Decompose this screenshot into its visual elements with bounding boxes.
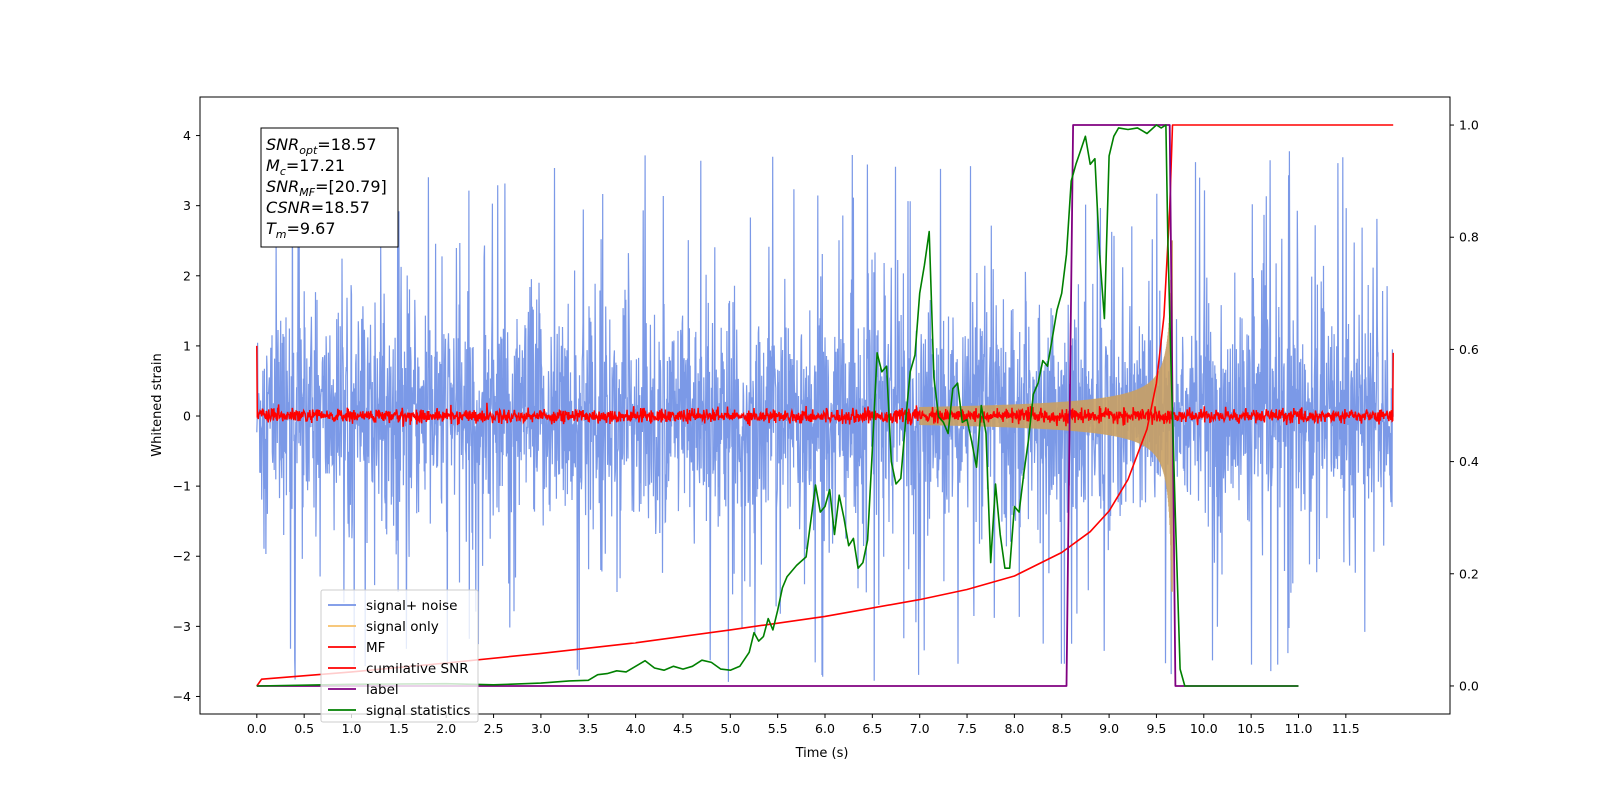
stats-box: SNRopt=18.57Mc=17.21SNRMF=[20.79]CSNR=18… xyxy=(260,127,399,248)
legend-label: signal statistics xyxy=(366,703,470,719)
x-tick-label: 2.0 xyxy=(436,721,456,736)
stats-line: CSNR=18.57 xyxy=(266,198,370,217)
x-tick-label: 6.5 xyxy=(862,721,882,736)
x-tick-label: 2.5 xyxy=(484,721,504,736)
x-tick-label: 8.5 xyxy=(1052,721,1072,736)
x-tick-label: 11.0 xyxy=(1285,721,1313,736)
x-tick-label: 7.0 xyxy=(910,721,930,736)
stats-line: Tm=9.67 xyxy=(266,219,336,241)
x-tick-label: 0.5 xyxy=(294,721,314,736)
series-signal-statistics xyxy=(256,124,1299,687)
y-tick-label: −1 xyxy=(173,479,191,494)
x-tick-label: 9.5 xyxy=(1146,721,1166,736)
legend-frame xyxy=(320,589,479,723)
y-tick-label: 3 xyxy=(183,198,191,213)
stats-line: SNRopt=18.57 xyxy=(266,135,377,157)
x-tick-label: 3.5 xyxy=(578,721,598,736)
y2-tick-label: 0.0 xyxy=(1459,678,1479,693)
x-tick-label: 0.0 xyxy=(247,721,267,736)
legend-label: signal+ noise xyxy=(366,598,457,614)
x-tick-label: 10.0 xyxy=(1190,721,1218,736)
y-tick-label: −4 xyxy=(173,689,191,704)
x-tick-label: 5.5 xyxy=(768,721,788,736)
x-tick-label: 7.5 xyxy=(957,721,977,736)
y2-tick-label: 0.6 xyxy=(1459,342,1479,357)
y2-tick-label: 0.2 xyxy=(1459,566,1479,581)
x-tick-label: 6.0 xyxy=(815,721,835,736)
y2-tick-label: 1.0 xyxy=(1459,118,1479,133)
x-axis: 0.0 0.5 1.0 1.5 2.0 2.5 3.0 3.5 4.0 4.5 5.0 5.5 6.0 6… xyxy=(247,714,1360,736)
x-tick-label: 8.0 xyxy=(1004,721,1024,736)
y-tick-label: 4 xyxy=(183,128,191,143)
x-tick-label: 4.5 xyxy=(673,721,693,736)
x-tick-label: 9.0 xyxy=(1099,721,1119,736)
x-tick-label: 3.0 xyxy=(531,721,551,736)
y-axis-label: Whitened strain xyxy=(150,353,165,456)
legend-label: cumilative SNR xyxy=(366,661,469,677)
stats-line: SNRMF=[20.79] xyxy=(266,177,387,199)
legend: signal+ noise signal only MF cumilative SNR… xyxy=(320,589,479,723)
y-tick-label: −3 xyxy=(173,619,191,634)
stats-line: Mc=17.21 xyxy=(266,156,345,178)
x-tick-label: 4.0 xyxy=(626,721,646,736)
y-tick-label: −2 xyxy=(173,549,191,564)
y2-tick-label: 0.8 xyxy=(1459,230,1479,245)
x-axis-label: Time (s) xyxy=(795,746,849,761)
legend-label: label xyxy=(366,682,399,698)
x-tick-label: 10.5 xyxy=(1237,721,1265,736)
y-tick-label: 2 xyxy=(183,268,191,283)
y-axis-right: 0.0 0.2 0.4 0.6 0.8 1.0 xyxy=(1450,118,1479,693)
y-tick-label: 0 xyxy=(183,409,191,424)
x-tick-label: 11.5 xyxy=(1332,721,1360,736)
legend-label: signal only xyxy=(366,619,439,635)
y2-tick-label: 0.4 xyxy=(1459,454,1479,469)
x-tick-label: 1.5 xyxy=(389,721,409,736)
series-mf xyxy=(256,345,1394,427)
legend-label: MF xyxy=(366,640,385,656)
x-tick-label: 1.0 xyxy=(342,721,362,736)
y-tick-label: 1 xyxy=(183,338,191,353)
x-tick-label: 5.0 xyxy=(720,721,740,736)
stats-box-frame xyxy=(260,127,399,248)
y-axis-left: −4 −3 −2 −1 0 1 2 3 4 xyxy=(173,128,200,704)
